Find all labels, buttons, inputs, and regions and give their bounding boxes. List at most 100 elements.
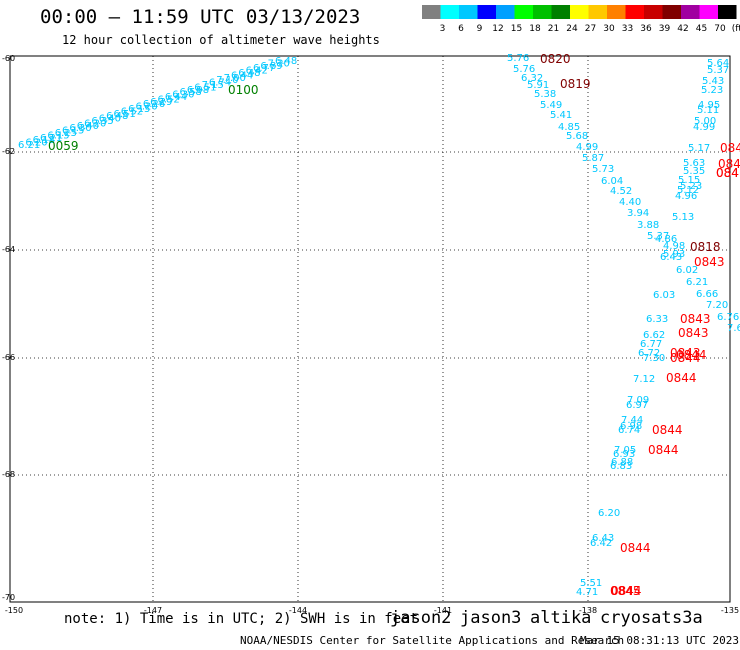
swh-value: 4.86 bbox=[655, 234, 677, 245]
swh-value: 7.09 bbox=[627, 395, 649, 406]
swh-value: 6.98 bbox=[620, 421, 642, 432]
scale-swatch bbox=[477, 5, 496, 19]
scale-swatch bbox=[496, 5, 515, 19]
swh-value: 6.74 bbox=[618, 425, 640, 436]
swh-value: 6.15 bbox=[128, 104, 150, 115]
swh-value: 4.52 bbox=[610, 186, 632, 197]
swh-value: 6.30 bbox=[172, 90, 194, 101]
scale-label: 36 bbox=[640, 24, 652, 34]
swh-value: 6.21 bbox=[686, 277, 708, 288]
swh-value: 6.15 bbox=[47, 130, 69, 141]
swh-value: 5.76 bbox=[507, 53, 529, 64]
swh-value: 6.33 bbox=[646, 314, 668, 325]
swh-value: 4.98 bbox=[663, 241, 685, 252]
scale-label: 24 bbox=[566, 24, 578, 34]
swh-value: 5.68 bbox=[566, 131, 588, 142]
swh-value: 5.11 bbox=[697, 105, 719, 116]
time-label: 0845 bbox=[720, 141, 740, 155]
swh-value: 6.74 bbox=[209, 78, 231, 89]
swh-value: 5.37 bbox=[707, 65, 729, 76]
swh-value: 6.42 bbox=[590, 538, 612, 549]
swh-value: 6.43 bbox=[592, 533, 614, 544]
swh-value: 6.02 bbox=[676, 265, 698, 276]
swh-value: 7.20 bbox=[706, 300, 728, 311]
swh-value: 6.20 bbox=[135, 102, 157, 113]
time-label: 084 bbox=[716, 166, 739, 180]
scale-swatch bbox=[681, 5, 700, 19]
swh-value: 6.97 bbox=[626, 400, 648, 411]
swh-value: 5.17 bbox=[688, 143, 710, 154]
satellite-label-jason3: jason3 bbox=[460, 608, 522, 628]
swh-value: 4.99 bbox=[576, 142, 598, 153]
swh-value: 4.99 bbox=[693, 122, 715, 133]
swh-value: 5.87 bbox=[582, 153, 604, 164]
time-label: 0820 bbox=[540, 52, 571, 66]
scale-swatch bbox=[718, 5, 737, 19]
swh-value: 6.32 bbox=[521, 73, 543, 84]
scale-label: 18 bbox=[529, 24, 541, 34]
swh-value: 7.00 bbox=[224, 73, 246, 84]
swh-value: 6.52 bbox=[158, 94, 180, 105]
scale-swatch bbox=[514, 5, 533, 19]
time-label: 084 bbox=[718, 157, 740, 171]
swh-value: 5.37 bbox=[647, 231, 669, 242]
swh-value: 5.15 bbox=[678, 175, 700, 186]
longitude-tick-label: -141 bbox=[434, 606, 452, 615]
time-label: 0844 bbox=[652, 423, 683, 437]
map-frame bbox=[9, 55, 731, 603]
swh-value: 6.20 bbox=[25, 138, 47, 149]
swh-value: 6.20 bbox=[84, 118, 106, 129]
swh-value: 3.94 bbox=[627, 208, 649, 219]
credit-line: NOAA/NESDIS Center for Satellite Applica… bbox=[240, 634, 625, 647]
scale-label: (ft) bbox=[732, 24, 740, 34]
swh-value: 5.23 bbox=[680, 181, 702, 192]
swh-value: 6.30 bbox=[69, 123, 91, 134]
satellite-label-altika: altika bbox=[530, 608, 592, 628]
swh-value: 4.95 bbox=[698, 100, 720, 111]
swh-value: 5.63 bbox=[683, 158, 705, 169]
latitude-tick-label: -66 bbox=[2, 353, 15, 362]
satellite-label-s3a: s3a bbox=[672, 608, 703, 628]
swh-value: 6.21 bbox=[40, 133, 62, 144]
scale-swatch bbox=[459, 5, 478, 19]
swh-value: 6.93 bbox=[613, 449, 635, 460]
swh-value: 3.88 bbox=[637, 220, 659, 231]
latitude-tick-label: -64 bbox=[2, 245, 15, 254]
swh-value: 6.48 bbox=[106, 111, 128, 122]
swh-value: 7.15 bbox=[202, 80, 224, 91]
time-label: 0844 bbox=[670, 351, 701, 365]
swh-value: 6.98 bbox=[187, 85, 209, 96]
swh-value: 5.12 bbox=[677, 185, 699, 196]
swh-value: 7.05 bbox=[614, 445, 636, 456]
swh-value: 6.76 bbox=[717, 312, 739, 323]
swh-value: 6.58 bbox=[180, 87, 202, 98]
scale-swatch bbox=[440, 5, 459, 19]
time-label: 0819 bbox=[560, 77, 591, 91]
scale-swatch bbox=[699, 5, 718, 19]
swh-value: 6.03 bbox=[653, 290, 675, 301]
scale-label: 15 bbox=[511, 24, 522, 34]
swh-value: 5.43 bbox=[702, 76, 724, 87]
swh-value: 6.51 bbox=[194, 82, 216, 93]
swh-value: 5.76 bbox=[513, 64, 535, 75]
swh-value: 5.49 bbox=[540, 100, 562, 111]
swh-value: 7.6 bbox=[727, 323, 740, 334]
latitude-tick-label: -60 bbox=[2, 54, 15, 63]
swh-value: 6.29 bbox=[150, 97, 172, 108]
time-label: 0818 bbox=[690, 240, 721, 254]
scale-label: 6 bbox=[458, 24, 464, 34]
swh-value: 6.44 bbox=[231, 70, 253, 81]
scale-label: 45 bbox=[696, 24, 707, 34]
scale-label: 3 bbox=[440, 24, 446, 34]
scale-label: 27 bbox=[585, 24, 596, 34]
time-label: 0843 bbox=[694, 255, 725, 269]
satellite-label-jason2: jason2 bbox=[390, 608, 452, 628]
swh-value: 6.48 bbox=[238, 68, 260, 79]
swh-value: 6.04 bbox=[601, 176, 623, 187]
latitude-tick-label: -70 bbox=[2, 593, 15, 602]
swh-value: 6.18 bbox=[33, 135, 55, 146]
swh-value: 5.13 bbox=[672, 212, 694, 223]
scale-swatch bbox=[644, 5, 663, 19]
scale-label: 9 bbox=[477, 24, 483, 34]
